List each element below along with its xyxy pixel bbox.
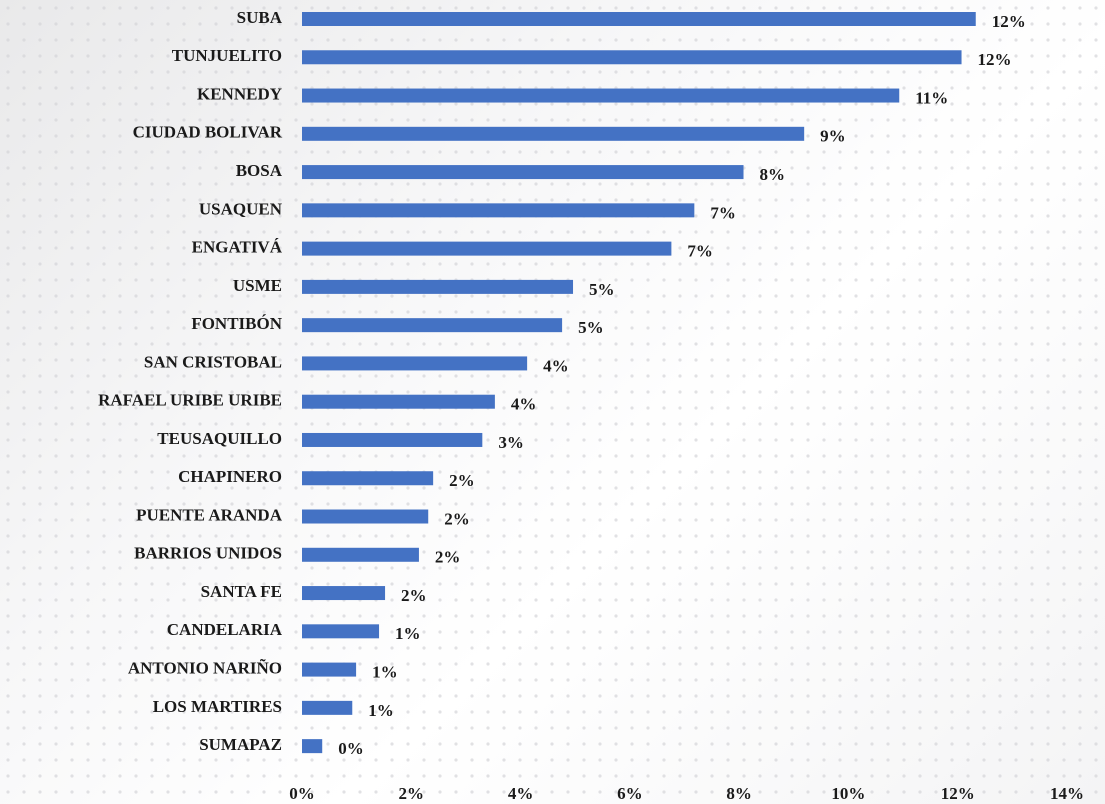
bar	[302, 739, 323, 754]
bar	[302, 547, 419, 562]
y-tick-label: ANTONIO NARIÑO	[128, 658, 282, 677]
x-tick-label: 12%	[941, 784, 975, 803]
y-tick-label: KENNEDY	[197, 84, 282, 103]
data-label: 5%	[578, 318, 604, 337]
x-tick-label: 8%	[726, 784, 752, 803]
y-tick-label: FONTIBÓN	[191, 314, 282, 333]
data-label: 9%	[820, 127, 846, 146]
x-tick-label: 0%	[289, 784, 315, 803]
data-label: 2%	[444, 509, 470, 528]
bar	[302, 471, 434, 486]
y-tick-label: PUENTE ARANDA	[136, 505, 283, 524]
bar	[302, 624, 380, 639]
data-label: 7%	[710, 203, 736, 222]
y-tick-label: BARRIOS UNIDOS	[134, 544, 282, 563]
x-tick-label: 2%	[399, 784, 425, 803]
x-tick-label: 10%	[831, 784, 865, 803]
bar	[302, 662, 357, 677]
data-label: 11%	[915, 88, 948, 107]
bar	[302, 432, 483, 447]
y-tick-label: CHAPINERO	[178, 467, 282, 486]
data-label: 4%	[543, 356, 569, 375]
data-label: 4%	[511, 395, 537, 414]
y-tick-label: SAN CRISTOBAL	[144, 352, 282, 371]
bar	[302, 356, 528, 371]
y-tick-label: USME	[233, 276, 282, 295]
bar	[302, 88, 900, 103]
data-label: 1%	[395, 624, 421, 643]
bar	[302, 394, 495, 409]
y-tick-label: TEUSAQUILLO	[157, 429, 282, 448]
y-tick-label: USAQUEN	[199, 199, 283, 218]
bar	[302, 50, 962, 65]
x-tick-label: 4%	[508, 784, 534, 803]
data-label: 8%	[760, 165, 786, 184]
y-tick-label: TUNJUELITO	[172, 46, 282, 65]
x-tick-label: 14%	[1050, 784, 1084, 803]
bar	[302, 279, 574, 294]
data-label: 2%	[449, 471, 475, 490]
bar	[302, 165, 744, 180]
y-tick-label: SUMAPAZ	[199, 735, 282, 754]
bar	[302, 12, 976, 26]
y-tick-label: ENGATIVÁ	[192, 238, 283, 257]
bar	[302, 700, 353, 715]
data-label: 12%	[978, 50, 1012, 69]
data-label: 12%	[992, 12, 1026, 31]
bar	[302, 203, 695, 218]
bar	[302, 318, 563, 333]
data-label: 2%	[435, 548, 461, 567]
data-label: 0%	[338, 739, 364, 758]
y-tick-label: SUBA	[237, 8, 283, 27]
y-tick-label: LOS MARTIRES	[153, 697, 282, 716]
data-label: 1%	[368, 701, 394, 720]
bar	[302, 509, 429, 524]
y-tick-label: CANDELARIA	[167, 620, 283, 639]
data-label: 1%	[372, 662, 398, 681]
bar	[302, 241, 672, 256]
bar	[302, 126, 805, 141]
bar	[302, 586, 386, 601]
y-tick-label: BOSA	[236, 161, 283, 180]
data-label: 2%	[401, 586, 427, 605]
data-label: 7%	[687, 242, 713, 261]
x-tick-label: 6%	[617, 784, 643, 803]
y-tick-label: RAFAEL URIBE URIBE	[98, 391, 282, 410]
data-label: 3%	[498, 433, 523, 452]
y-tick-label: SANTA FE	[201, 582, 282, 601]
data-label: 5%	[589, 280, 615, 299]
y-tick-label: CIUDAD BOLIVAR	[133, 123, 283, 142]
